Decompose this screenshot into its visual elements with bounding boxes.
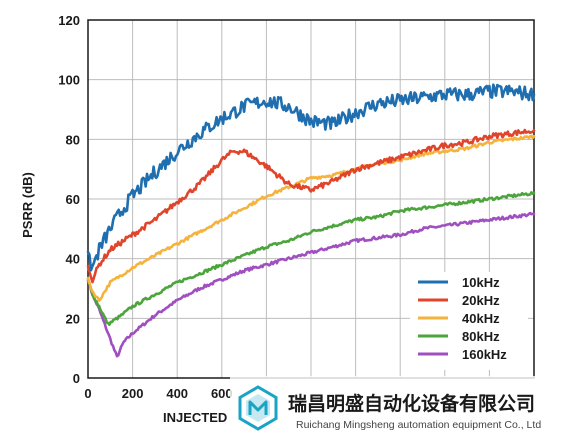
company-name-cn: 瑞昌明盛自动化设备有限公司 [288,392,535,415]
y-tick-label: 20 [66,311,80,326]
series-line-160kHz [86,211,536,358]
x-tick-label: 600 [211,386,233,401]
series-line-20kHz [86,128,536,284]
x-tick-label: 200 [122,386,144,401]
series-line-10kHz [86,83,536,272]
series-layer [86,83,536,358]
company-name-en: Ruichang Mingsheng automation equipment … [296,419,541,431]
legend-label: 40kHz [462,311,500,326]
y-tick-label: 40 [66,252,80,267]
y-axis-label: PSRR (dB) [20,172,35,238]
y-tick-label: 80 [66,132,80,147]
legend-label: 80kHz [462,329,500,344]
legend-label: 160kHz [462,347,507,362]
company-logo-icon [238,385,278,431]
y-tick-label: 100 [58,73,80,88]
axis-ticks: 0 20 40 60 80 100 120 0 200 400 600 [58,13,232,401]
x-tick-label: 400 [166,386,188,401]
y-tick-label: 120 [58,13,80,28]
series-line-40kHz [86,134,536,302]
x-axis-label: INJECTED [163,410,227,425]
y-tick-label: 0 [73,371,80,386]
series-line-80kHz [86,191,536,327]
chart-legend: 10kHz 20kHz 40kHz 80kHz 160kHz [410,272,528,370]
y-tick-label: 60 [66,192,80,207]
x-tick-label: 0 [84,386,91,401]
legend-label: 20kHz [462,293,500,308]
watermark: 瑞昌明盛自动化设备有限公司 Ruichang Mingsheng automat… [230,376,567,435]
chart-grid [88,20,534,378]
legend-label: 10kHz [462,275,500,290]
